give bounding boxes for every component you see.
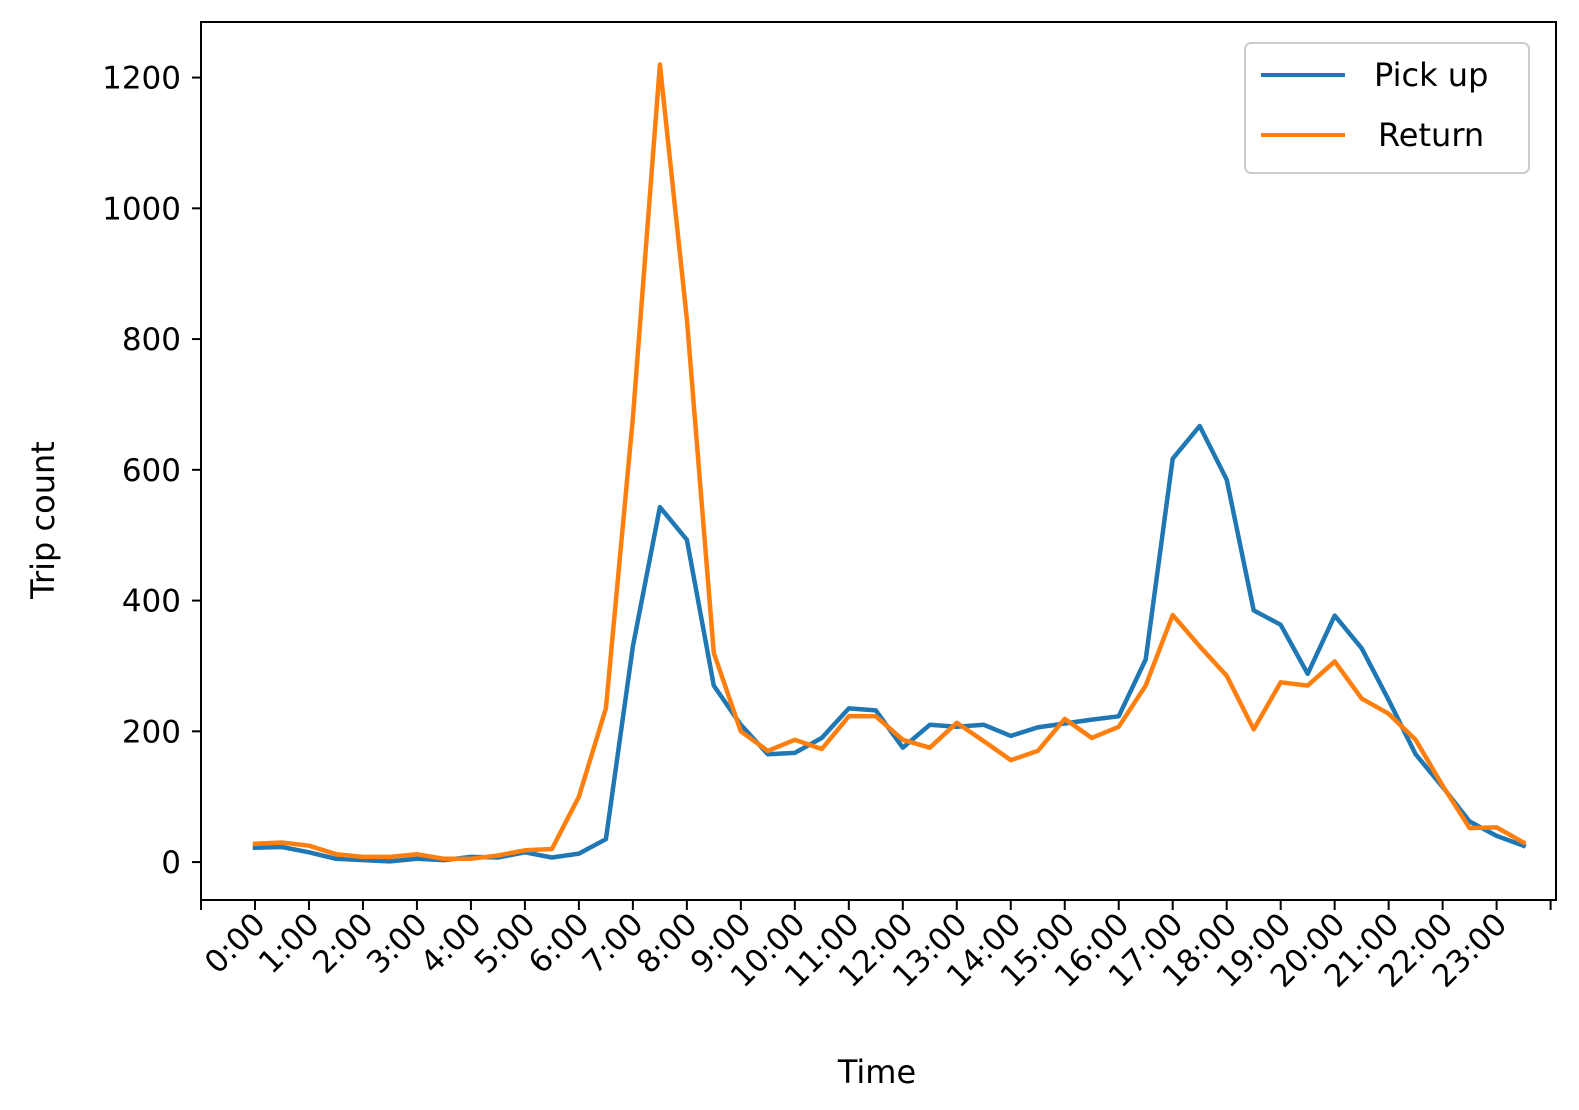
legend-label-pick-up: Pick up: [1374, 56, 1488, 94]
x-tick-label: 6:00: [522, 906, 597, 981]
legend-label-return: Return: [1378, 116, 1484, 154]
plot-area-frame: [200, 21, 1557, 901]
x-tick-label: 8:00: [630, 906, 705, 981]
y-tick-label: 0: [161, 845, 181, 881]
legend: Pick up Return: [1244, 42, 1530, 174]
x-axis-title: Time: [837, 1053, 916, 1091]
y-axis-ticks: 0 200 400 600 800 1000 1200: [102, 61, 201, 881]
x-tick-label: 0:00: [198, 906, 273, 981]
series-line-pick-up: [252, 423, 1527, 864]
y-tick-label: 1000: [102, 191, 181, 227]
x-tick-label: 3:00: [360, 906, 435, 981]
x-axis-ticks: 0:001:002:003:004:005:006:007:008:009:00…: [198, 900, 1552, 995]
y-tick-label: 400: [122, 584, 181, 620]
x-tick-label: 7:00: [576, 906, 651, 981]
y-tick-label: 1200: [102, 61, 181, 97]
y-tick-label: 600: [122, 453, 181, 489]
x-tick-label: 5:00: [468, 906, 543, 981]
series-lines: [252, 62, 1527, 864]
x-tick-label: 4:00: [414, 906, 489, 981]
y-tick-label: 800: [122, 322, 181, 358]
x-tick-label: 2:00: [306, 906, 381, 981]
y-tick-label: 200: [122, 714, 181, 750]
y-axis-title: Trip count: [24, 441, 62, 600]
series-line-return: [252, 62, 1527, 862]
x-tick-label: 1:00: [252, 906, 327, 981]
